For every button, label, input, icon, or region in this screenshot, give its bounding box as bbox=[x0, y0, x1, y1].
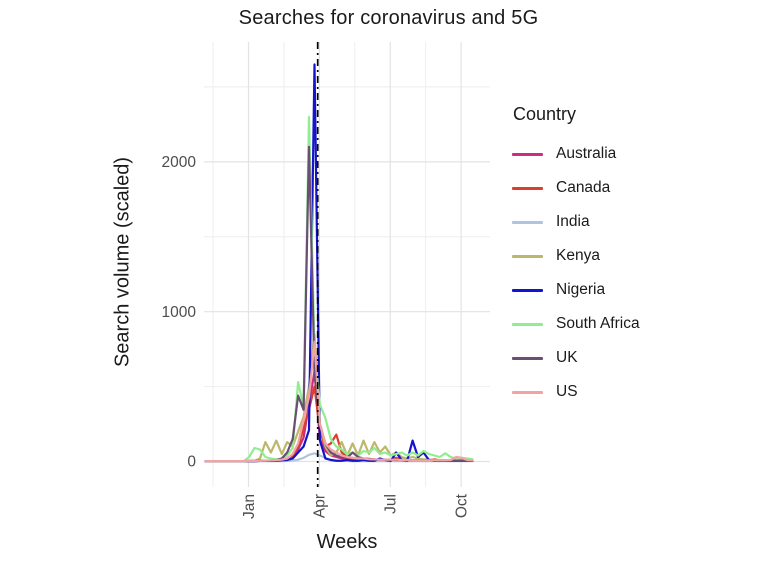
series-line-nigeria bbox=[204, 63, 474, 463]
y-tick-label: 0 bbox=[187, 454, 196, 471]
legend-title: Country bbox=[513, 104, 577, 124]
legend-item-us: US bbox=[512, 375, 640, 409]
legend-item-label: US bbox=[556, 383, 578, 400]
legend-key-line bbox=[512, 254, 543, 258]
legend-key-line bbox=[512, 220, 543, 224]
legend-key-line bbox=[512, 390, 543, 394]
legend-key-line bbox=[512, 288, 543, 292]
legend-item-label: India bbox=[556, 213, 590, 230]
legend-item-india: India bbox=[512, 205, 640, 239]
legend-item-canada: Canada bbox=[512, 171, 640, 205]
series-line-us bbox=[204, 340, 474, 463]
legend-key-line bbox=[512, 186, 543, 190]
legend-key-line bbox=[512, 152, 543, 156]
legend: Country Australia Canada India Kenya Nigeria… bbox=[512, 104, 640, 409]
series-line-canada bbox=[204, 385, 474, 463]
x-tick-label: Oct bbox=[453, 493, 470, 518]
series-line-uk bbox=[204, 145, 474, 463]
legend-key-line bbox=[512, 356, 543, 360]
series-line-south-africa bbox=[204, 115, 474, 463]
legend-item-label: Australia bbox=[556, 145, 617, 162]
legend-item-label: Canada bbox=[556, 179, 611, 196]
x-tick-label: Apr bbox=[312, 494, 329, 518]
x-axis-title: Weeks bbox=[316, 531, 378, 553]
y-tick-label: 2000 bbox=[162, 154, 197, 171]
y-tick-label: 1000 bbox=[162, 304, 197, 321]
legend-item-label: UK bbox=[556, 349, 578, 366]
y-axis-title: Search volume (scaled) bbox=[111, 156, 134, 368]
legend-items: Australia Canada India Kenya Nigeria South Af… bbox=[512, 137, 640, 409]
legend-item-label: Nigeria bbox=[556, 281, 606, 298]
legend-item-south-africa: South Africa bbox=[512, 307, 640, 341]
legend-item-uk: UK bbox=[512, 341, 640, 375]
x-tick-label: Jan bbox=[241, 494, 258, 519]
legend-item-kenya: Kenya bbox=[512, 239, 640, 273]
legend-item-label: Kenya bbox=[556, 247, 600, 264]
legend-item-nigeria: Nigeria bbox=[512, 273, 640, 307]
legend-key-line bbox=[512, 322, 543, 326]
legend-item-label: South Africa bbox=[556, 315, 640, 332]
chart-title: Searches for coronavirus and 5G bbox=[238, 7, 539, 29]
legend-item-australia: Australia bbox=[512, 137, 640, 171]
x-tick-label: Jul bbox=[382, 494, 399, 514]
